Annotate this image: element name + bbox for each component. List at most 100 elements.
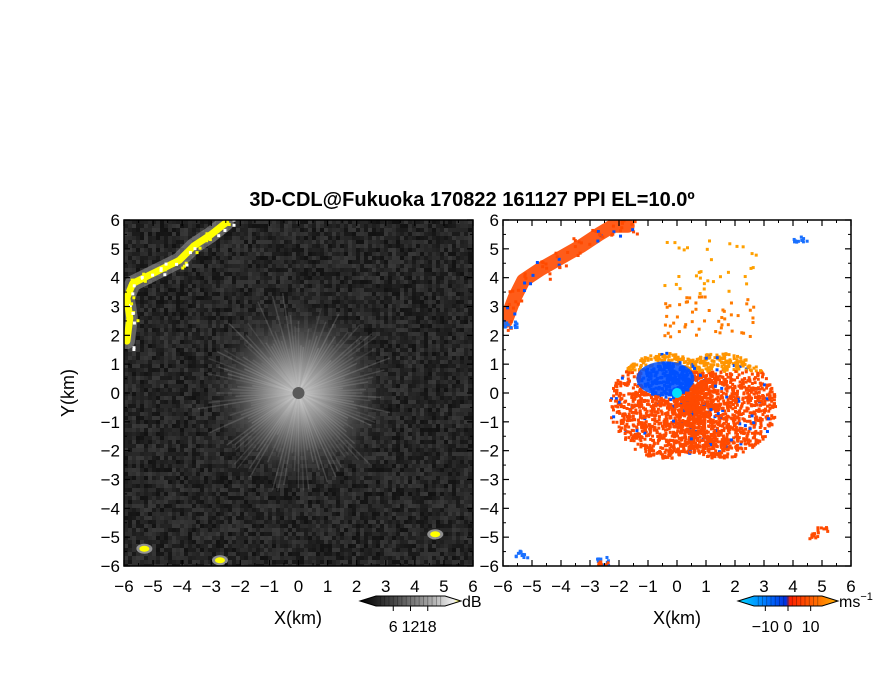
reflectivity-pixel xyxy=(148,340,152,344)
reflectivity-pixel xyxy=(256,232,260,236)
reflectivity-pixel xyxy=(212,220,216,224)
reflectivity-pixel xyxy=(124,368,128,372)
reflectivity-pixel xyxy=(140,532,144,536)
reflectivity-pixel xyxy=(308,552,312,556)
reflectivity-pixel xyxy=(220,476,224,480)
reflectivity-pixel xyxy=(288,532,292,536)
reflectivity-pixel xyxy=(352,252,356,256)
reflectivity-pixel xyxy=(132,480,136,484)
reflectivity-pixel xyxy=(132,380,136,384)
reflectivity-pixel xyxy=(316,264,320,268)
reflectivity-pixel xyxy=(160,556,164,560)
reflectivity-pixel xyxy=(284,512,288,516)
reflectivity-pixel xyxy=(204,560,208,564)
reflectivity-pixel xyxy=(176,440,180,444)
reflectivity-pixel xyxy=(280,240,284,244)
reflectivity-pixel xyxy=(176,536,180,540)
reflectivity-pixel xyxy=(316,220,320,224)
reflectivity-pixel xyxy=(312,228,316,232)
reflectivity-pixel xyxy=(320,228,324,232)
reflectivity-pixel xyxy=(236,248,240,252)
reflectivity-pixel xyxy=(144,500,148,504)
reflectivity-pixel xyxy=(160,408,164,412)
reflectivity-pixel xyxy=(160,356,164,360)
reflectivity-pixel xyxy=(140,340,144,344)
reflectivity-pixel xyxy=(192,504,196,508)
reflectivity-pixel xyxy=(348,288,352,292)
reflectivity-pixel xyxy=(260,220,264,224)
reflectivity-pixel xyxy=(172,252,176,256)
reflectivity-pixel xyxy=(324,548,328,552)
reflectivity-pixel xyxy=(188,452,192,456)
reflectivity-pixel xyxy=(244,488,248,492)
reflectivity-pixel xyxy=(248,488,252,492)
reflectivity-pixel xyxy=(160,380,164,384)
reflectivity-pixel xyxy=(176,436,180,440)
reflectivity-pixel xyxy=(260,228,264,232)
reflectivity-pixel xyxy=(340,228,344,232)
reflectivity-pixel xyxy=(196,360,200,364)
reflectivity-pixel xyxy=(144,264,148,268)
reflectivity-pixel xyxy=(344,472,348,476)
reflectivity-pixel xyxy=(180,544,184,548)
reflectivity-pixel xyxy=(244,220,248,224)
reflectivity-pixel xyxy=(248,272,252,276)
reflectivity-pixel xyxy=(180,392,184,396)
reflectivity-pixel xyxy=(248,520,252,524)
reflectivity-pixel xyxy=(196,292,200,296)
reflectivity-pixel xyxy=(204,460,208,464)
reflectivity-pixel xyxy=(148,492,152,496)
reflectivity-pixel xyxy=(276,248,280,252)
reflectivity-pixel xyxy=(176,516,180,520)
reflectivity-pixel xyxy=(320,268,324,272)
reflectivity-pixel xyxy=(328,528,332,532)
reflectivity-pixel xyxy=(332,556,336,560)
reflectivity-pixel xyxy=(124,444,128,448)
reflectivity-pixel xyxy=(156,248,160,252)
reflectivity-pixel xyxy=(148,392,152,396)
reflectivity-pixel xyxy=(264,532,268,536)
reflectivity-pixel xyxy=(148,532,152,536)
reflectivity-pixel xyxy=(188,312,192,316)
reflectivity-pixel xyxy=(304,524,308,528)
reflectivity-pixel xyxy=(184,344,188,348)
reflectivity-pixel xyxy=(296,544,300,548)
reflectivity-pixel xyxy=(260,256,264,260)
reflectivity-pixel xyxy=(304,496,308,500)
reflectivity-pixel xyxy=(196,500,200,504)
reflectivity-pixel xyxy=(224,464,228,468)
reflectivity-pixel xyxy=(240,476,244,480)
reflectivity-pixel xyxy=(320,260,324,264)
reflectivity-pixel xyxy=(352,308,356,312)
reflectivity-pixel xyxy=(144,392,148,396)
reflectivity-pixel xyxy=(224,476,228,480)
reflectivity-pixel xyxy=(164,460,168,464)
reflectivity-pixel xyxy=(240,480,244,484)
reflectivity-pixel xyxy=(216,332,220,336)
reflectivity-pixel xyxy=(172,528,176,532)
reflectivity-pixel xyxy=(236,476,240,480)
reflectivity-pixel xyxy=(168,224,172,228)
reflectivity-pixel xyxy=(180,336,184,340)
reflectivity-pixel xyxy=(168,344,172,348)
reflectivity-pixel xyxy=(244,532,248,536)
reflectivity-pixel xyxy=(352,280,356,284)
reflectivity-pixel xyxy=(124,528,128,532)
reflectivity-pixel xyxy=(216,280,220,284)
reflectivity-pixel xyxy=(136,328,140,332)
reflectivity-pixel xyxy=(336,264,340,268)
reflectivity-pixel xyxy=(276,280,280,284)
reflectivity-pixel xyxy=(324,492,328,496)
reflectivity-pixel xyxy=(132,484,136,488)
reflectivity-pixel xyxy=(168,240,172,244)
reflectivity-pixel xyxy=(264,544,268,548)
reflectivity-pixel xyxy=(212,516,216,520)
reflectivity-pixel xyxy=(140,440,144,444)
reflectivity-pixel xyxy=(140,256,144,260)
reflectivity-pixel xyxy=(140,500,144,504)
reflectivity-pixel xyxy=(232,256,236,260)
reflectivity-pixel xyxy=(352,268,356,272)
reflectivity-pixel xyxy=(128,436,132,440)
reflectivity-pixel xyxy=(324,224,328,228)
reflectivity-pixel xyxy=(132,460,136,464)
